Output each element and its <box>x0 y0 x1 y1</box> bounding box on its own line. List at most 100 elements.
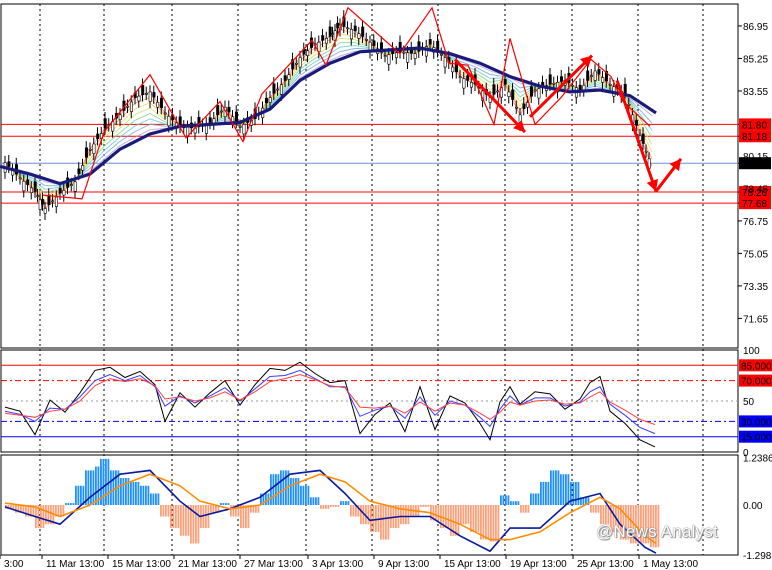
candle-body <box>537 88 541 99</box>
macd-bar <box>505 495 507 505</box>
macd-bar <box>570 481 572 505</box>
candle-body <box>586 70 590 81</box>
macd-bar <box>367 505 370 525</box>
candle-body <box>469 82 473 88</box>
macd-bar <box>150 493 152 505</box>
macd-bar <box>245 505 247 529</box>
macd-bar <box>645 505 647 544</box>
macd-bar <box>22 505 25 513</box>
macd-bar <box>497 505 500 542</box>
candle-body <box>597 69 601 75</box>
macd-bar <box>262 493 265 505</box>
macd-bar <box>142 485 145 505</box>
price-label-9: 75.05 <box>743 249 768 260</box>
macd-bar <box>277 474 280 505</box>
macd-bar <box>37 505 40 529</box>
macd-bar <box>515 501 517 505</box>
macd-bar <box>370 505 372 532</box>
macd-bar <box>162 505 165 517</box>
macd-bar <box>155 493 157 505</box>
macd-bar <box>207 505 210 529</box>
candle-body <box>458 76 462 78</box>
price-label-4: 81.18 <box>742 132 767 143</box>
candle-body <box>96 133 100 140</box>
macd-bar <box>547 481 550 505</box>
zigzag-line <box>42 6 651 200</box>
ma-ribbon-line-0 <box>4 24 653 210</box>
candle-body <box>22 180 26 192</box>
macd-bar <box>345 501 347 505</box>
macd-bar <box>95 466 97 505</box>
rsi-tag-1 <box>739 359 772 372</box>
candle-body <box>336 22 340 29</box>
macd-bar <box>602 505 605 525</box>
candle-body <box>548 74 552 85</box>
candle-body <box>306 50 310 56</box>
macd-bar <box>237 505 240 517</box>
macd-bar <box>477 505 480 532</box>
macd-bar <box>507 495 510 505</box>
macd-bar <box>472 505 475 532</box>
rsi-series-1 <box>4 369 656 435</box>
price-label-8: 76.75 <box>743 217 768 228</box>
macd-bar <box>352 505 355 517</box>
candle-body <box>156 102 160 108</box>
candle-body <box>26 179 30 185</box>
macd-bar <box>650 505 652 548</box>
macd-bar <box>180 505 182 536</box>
candle-body <box>589 75 593 77</box>
x-label-0: 3:00 <box>4 559 24 570</box>
macd-bar <box>480 505 482 540</box>
macd-bar <box>565 474 567 505</box>
macd-bar <box>222 503 225 505</box>
macd-bar <box>460 505 462 525</box>
macd-bar <box>167 505 170 517</box>
price-tag-7 <box>739 197 771 210</box>
candle-body <box>462 78 466 89</box>
macd-bar <box>612 505 615 532</box>
macd-bar <box>17 505 20 513</box>
macd-bar <box>282 470 285 505</box>
candle-body <box>324 38 328 44</box>
candle-body <box>36 195 40 197</box>
candle-body <box>496 90 500 93</box>
macd-bar <box>125 478 127 505</box>
macd-bar <box>462 505 465 525</box>
price-label-10: 73.35 <box>743 282 768 293</box>
macd-bar <box>587 497 590 505</box>
candle-body <box>492 84 496 95</box>
macd-bar <box>432 505 435 521</box>
candle-body <box>406 52 410 63</box>
candle-body <box>58 188 62 194</box>
candle-body <box>443 57 447 68</box>
macd-bar <box>310 497 312 505</box>
macd-bar <box>445 505 447 529</box>
macd-bar <box>290 478 292 505</box>
macd-bar <box>15 505 17 513</box>
macd-bar <box>325 505 327 509</box>
x-label-5: 3 Apr 13:00 <box>312 559 364 570</box>
candle-body <box>73 181 77 192</box>
price-label-0: 86.95 <box>743 22 768 33</box>
macd-bar <box>582 497 585 505</box>
candle-body <box>77 168 81 174</box>
macd-bar <box>70 503 72 505</box>
macd-bar <box>102 458 105 505</box>
candle-body <box>152 92 156 98</box>
candle-body <box>283 75 287 81</box>
macd-bar <box>470 505 472 532</box>
macd-bar <box>405 505 407 525</box>
macd-bar <box>152 493 155 505</box>
macd-bar <box>170 505 172 529</box>
macd-bar <box>550 470 552 505</box>
candle-body <box>309 37 313 48</box>
macd-bar <box>557 470 560 505</box>
candle-body <box>623 83 627 95</box>
macd-bar <box>630 505 632 544</box>
macd-bar <box>392 505 395 529</box>
x-label-4: 27 Mar 13:00 <box>244 559 303 570</box>
macd-bar <box>165 505 167 517</box>
macd-bar <box>25 505 27 517</box>
